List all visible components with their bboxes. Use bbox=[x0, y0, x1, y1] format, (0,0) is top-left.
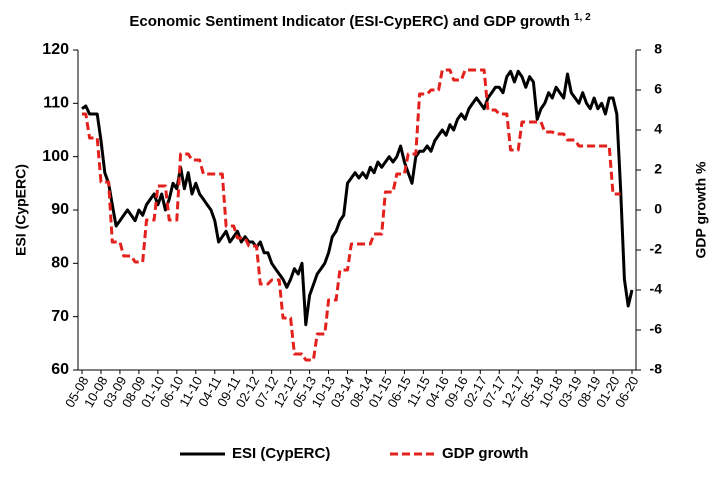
y2-tick-label: -6 bbox=[650, 321, 663, 337]
y2-tick-label: 0 bbox=[654, 201, 662, 217]
y-tick-label: 100 bbox=[42, 148, 69, 165]
y-tick-label: 80 bbox=[51, 255, 69, 272]
y2-tick-label: 6 bbox=[654, 81, 662, 97]
title-text: Economic Sentiment Indicator (ESI-CypERC… bbox=[129, 13, 570, 30]
title-superscript: 1, 2 bbox=[574, 12, 591, 23]
series-line bbox=[82, 68, 621, 362]
y-tick-label: 110 bbox=[43, 95, 69, 112]
y2-tick-label: -2 bbox=[650, 241, 663, 257]
y2-axis-label: GDP growth % bbox=[693, 161, 709, 259]
y-tick-label: 60 bbox=[51, 361, 69, 378]
y-tick-label: 70 bbox=[51, 308, 69, 325]
y-axis-label: ESI (CypERC) bbox=[13, 164, 29, 256]
y-tick-label: 90 bbox=[51, 201, 69, 218]
legend-label: ESI (CypERC) bbox=[232, 445, 330, 462]
y2-tick-label: -4 bbox=[650, 281, 663, 297]
chart-title: Economic Sentiment Indicator (ESI-CypERC… bbox=[129, 12, 591, 30]
legend-label: GDP growth bbox=[442, 445, 528, 462]
y2-tick-label: 2 bbox=[654, 161, 662, 177]
y2-tick-label: -8 bbox=[650, 361, 663, 377]
y-tick-label: 120 bbox=[42, 41, 69, 58]
y2-tick-label: 8 bbox=[654, 41, 662, 57]
y2-tick-label: 4 bbox=[654, 121, 662, 137]
series-line bbox=[81, 69, 634, 327]
